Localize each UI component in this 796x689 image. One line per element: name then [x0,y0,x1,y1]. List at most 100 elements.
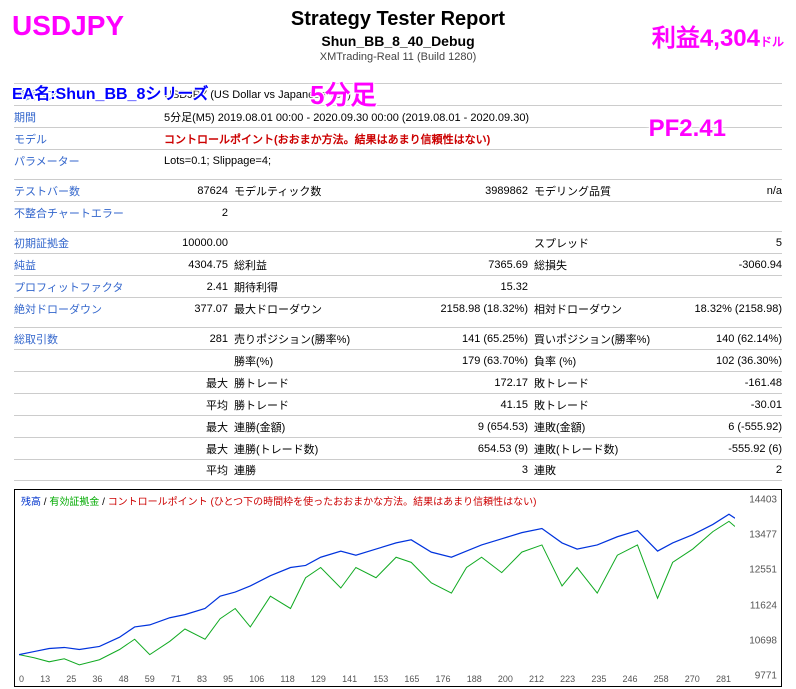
overlay-ea-name: EA名:Shun_BB_8シリーズ [12,80,209,104]
x-tick: 118 [280,674,294,684]
x-tick: 212 [529,674,544,684]
row-value-3: 140 (62.14%) [674,333,782,345]
row-label-2: 勝トレード [234,397,384,413]
x-tick: 188 [467,674,482,684]
x-tick: 129 [311,674,326,684]
row-value-2: 141 (65.25%) [384,333,534,345]
row-label-3: モデリング品質 [534,183,674,199]
row-label-1: 絶対ドローダウン [14,301,164,317]
row-label: パラメーター [14,153,164,169]
y-tick: 12551 [749,565,777,576]
row-label-2: 連勝 [234,462,384,478]
row-label-2: 連勝(金額) [234,419,384,435]
row-value-2: 179 (63.70%) [384,355,534,367]
table-row: 初期証拠金10000.00スプレッド5 [14,231,782,253]
row-value-2: 2158.98 (18.32%) [384,303,534,315]
row-label-2: 最大ドローダウン [234,301,384,317]
x-tick: 95 [223,674,233,684]
row-label-1: プロフィットファクタ [14,279,164,295]
overlay-pf: PF2.41 [649,115,726,143]
overlay-profit-value: 4,304 [700,25,760,52]
table-row: 純益4304.75総利益7365.69総損失-3060.94 [14,253,782,275]
row-value-2: 3 [384,464,534,476]
chart-plot [19,506,735,670]
overlay-profit-suffix: ドル [760,35,784,49]
row-value-3: 2 [674,464,782,476]
row-value-2: 3989862 [384,185,534,197]
y-tick: 11624 [750,600,777,611]
x-tick: 59 [145,674,155,684]
y-tick: 9771 [755,671,777,682]
chart-y-axis: 14403 13477 12551 11624 10698 9771 [735,490,777,686]
x-tick: 270 [685,674,700,684]
x-tick: 281 [716,674,731,684]
row-label-2: 勝率(%) [234,353,384,369]
row-value-3: 6 (-555.92) [674,421,782,433]
row-label-3: 敗トレード [534,375,674,391]
row-label-2: 売りポジション(勝率%) [234,331,384,347]
row-value-1: 最大 [164,375,234,391]
x-tick: 200 [498,674,513,684]
row-label-3: 相対ドローダウン [534,301,674,317]
row-label-3: 敗トレード [534,397,674,413]
row-value-3: 18.32% (2158.98) [674,303,782,315]
x-tick: 223 [560,674,575,684]
x-tick: 25 [66,674,76,684]
x-tick: 246 [622,674,637,684]
x-tick: 0 [19,674,24,684]
row-value-1: 最大 [164,419,234,435]
y-tick: 14403 [749,495,777,506]
row-label-3: 連敗 [534,462,674,478]
table-row: 平均連勝3連敗2 [14,459,782,481]
row-value-1: 平均 [164,397,234,413]
x-tick: 176 [436,674,451,684]
row-value-2: 41.15 [384,399,534,411]
row-label-3: 総損失 [534,257,674,273]
row-value-3: n/a [674,185,782,197]
table-row: 勝率(%)179 (63.70%)負率 (%)102 (36.30%) [14,349,782,371]
x-tick: 36 [92,674,102,684]
x-tick: 141 [342,674,357,684]
table-row: 不整合チャートエラー2 [14,201,782,223]
row-value-2: 654.53 (9) [384,443,534,455]
x-tick: 13 [40,674,50,684]
row-label-1: 総取引数 [14,331,164,347]
row-value: Lots=0.1; Slippage=4; [164,155,782,167]
row-value-2: 15.32 [384,281,534,293]
table-row: テストバー数87624モデルティック数3989862モデリング品質n/a [14,179,782,201]
row-value-3: -30.01 [674,399,782,411]
row-value-3: -3060.94 [674,259,782,271]
table-row: 最大連勝(金額)9 (654.53)連敗(金額)6 (-555.92) [14,415,782,437]
row-label-1: 初期証拠金 [14,235,164,251]
x-tick: 71 [171,674,181,684]
overlay-profit-prefix: 利益 [652,25,700,52]
row-label: 期間 [14,109,164,125]
row-label-2: モデルティック数 [234,183,384,199]
row-value: USDJPY (US Dollar vs Japanese Yen) [164,89,782,101]
row-value-1: 87624 [164,185,234,197]
table-row: 最大勝トレード172.17敗トレード-161.48 [14,371,782,393]
table-row: 総取引数281売りポジション(勝率%)141 (65.25%)買いポジション(勝… [14,327,782,349]
x-tick: 106 [249,674,264,684]
row-label-3: 負率 (%) [534,353,674,369]
table-row: 最大連勝(トレード数)654.53 (9)連敗(トレード数)-555.92 (6… [14,437,782,459]
y-tick: 10698 [749,635,777,646]
row-label-2: 期待利得 [234,279,384,295]
row-value-1: 2.41 [164,281,234,293]
x-tick: 235 [591,674,606,684]
row-label: モデル [14,131,164,147]
overlay-profit: 利益4,304ドル [652,18,784,53]
row-value-3: 102 (36.30%) [674,355,782,367]
row-value-1: 4304.75 [164,259,234,271]
row-label-1: テストバー数 [14,183,164,199]
y-tick: 13477 [749,530,777,541]
row-value-3: -555.92 (6) [674,443,782,455]
row-label-1: 純益 [14,257,164,273]
row-value-1: 377.07 [164,303,234,315]
table-row: 平均勝トレード41.15敗トレード-30.01 [14,393,782,415]
row-label-2: 連勝(トレード数) [234,441,384,457]
x-tick: 153 [373,674,388,684]
row-label-3: 買いポジション(勝率%) [534,331,674,347]
table-row: パラメーターLots=0.1; Slippage=4; [14,149,782,171]
row-value-1: 平均 [164,462,234,478]
